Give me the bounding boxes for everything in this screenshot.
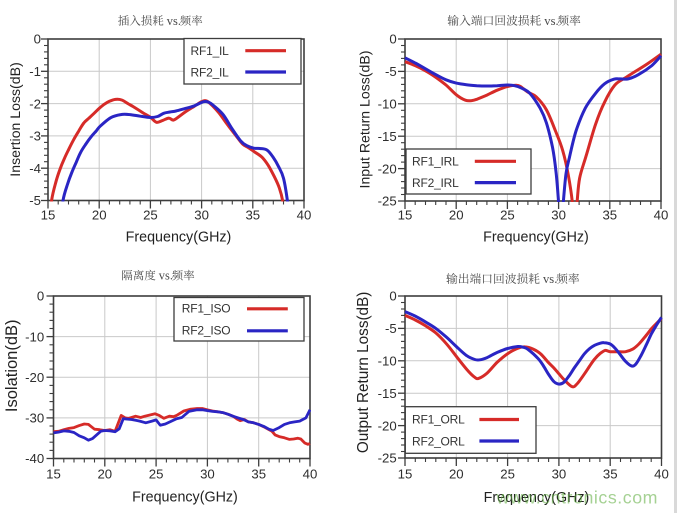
svg-text:RF2_ORL: RF2_ORL [412, 435, 465, 449]
svg-text:vs.: vs. [167, 14, 181, 28]
svg-text:-15: -15 [378, 129, 397, 144]
svg-text:-3: -3 [29, 129, 41, 144]
svg-text:25: 25 [149, 467, 164, 482]
svg-text:20: 20 [97, 467, 112, 482]
svg-text:25: 25 [500, 208, 515, 223]
svg-text:vs.: vs. [543, 272, 557, 286]
svg-text:30: 30 [194, 208, 209, 223]
svg-text:-15: -15 [378, 386, 397, 401]
svg-text:25: 25 [143, 208, 158, 223]
svg-text:30: 30 [200, 467, 215, 482]
svg-text:35: 35 [251, 467, 266, 482]
svg-text:0: 0 [389, 289, 396, 304]
svg-text:0: 0 [37, 289, 44, 304]
svg-text:0: 0 [34, 32, 41, 47]
svg-text:-30: -30 [25, 411, 44, 426]
svg-text:RF1_IL: RF1_IL [191, 44, 230, 58]
svg-text:35: 35 [245, 208, 260, 223]
svg-text:30: 30 [552, 467, 567, 482]
svg-text:20: 20 [449, 467, 464, 482]
svg-text:-5: -5 [385, 321, 397, 336]
svg-text:-1: -1 [29, 64, 41, 79]
svg-text:Frequency(GHz): Frequency(GHz) [126, 230, 232, 246]
svg-text:-4: -4 [29, 161, 41, 176]
svg-text:-20: -20 [378, 161, 397, 176]
svg-text:35: 35 [602, 208, 617, 223]
svg-text:-20: -20 [25, 370, 44, 385]
svg-text:RF2_IRL: RF2_IRL [412, 176, 459, 190]
svg-text:Frequency(GHz): Frequency(GHz) [484, 490, 590, 506]
svg-text:35: 35 [603, 467, 618, 482]
svg-text:15: 15 [398, 467, 413, 482]
svg-text:-25: -25 [378, 451, 397, 466]
svg-text:-5: -5 [385, 64, 397, 79]
svg-text:-40: -40 [25, 451, 44, 466]
svg-text:40: 40 [297, 208, 312, 223]
svg-text:15: 15 [398, 208, 413, 223]
svg-text:RF2_IL: RF2_IL [191, 65, 230, 79]
svg-text:-10: -10 [378, 97, 397, 112]
svg-text:20: 20 [449, 208, 464, 223]
svg-text:30: 30 [551, 208, 566, 223]
svg-text:Frequency(GHz): Frequency(GHz) [132, 490, 238, 506]
svg-text:-25: -25 [378, 194, 397, 209]
svg-text:vs.: vs. [159, 269, 173, 283]
svg-text:www.cntronics.com: www.cntronics.com [496, 488, 659, 508]
svg-text:40: 40 [654, 208, 669, 223]
svg-text:Output Return Loss(dB): Output Return Loss(dB) [355, 292, 372, 454]
svg-text:RF1_IRL: RF1_IRL [412, 155, 459, 169]
svg-text:15: 15 [41, 208, 56, 223]
svg-text:Isolation(dB): Isolation(dB) [3, 319, 21, 412]
svg-text:vs.: vs. [544, 14, 558, 28]
svg-text:-20: -20 [378, 418, 397, 433]
svg-text:40: 40 [303, 467, 318, 482]
svg-text:40: 40 [654, 467, 669, 482]
svg-text:-10: -10 [25, 329, 44, 344]
svg-text:RF1_ORL: RF1_ORL [412, 413, 465, 427]
svg-text:-2: -2 [29, 96, 41, 111]
svg-text:RF1_ISO: RF1_ISO [182, 302, 231, 316]
svg-text:0: 0 [389, 32, 396, 47]
svg-text:-10: -10 [378, 354, 397, 369]
svg-text:25: 25 [500, 467, 515, 482]
svg-text:20: 20 [92, 208, 107, 223]
svg-text:-5: -5 [29, 193, 41, 208]
svg-text:Insertion Loss(dB): Insertion Loss(dB) [7, 62, 23, 176]
svg-text:15: 15 [46, 467, 61, 482]
svg-text:Frequency(GHz): Frequency(GHz) [483, 230, 589, 246]
svg-text:RF2_ISO: RF2_ISO [182, 324, 231, 338]
svg-text:Input Return Loss(dB): Input Return Loss(dB) [356, 51, 372, 189]
